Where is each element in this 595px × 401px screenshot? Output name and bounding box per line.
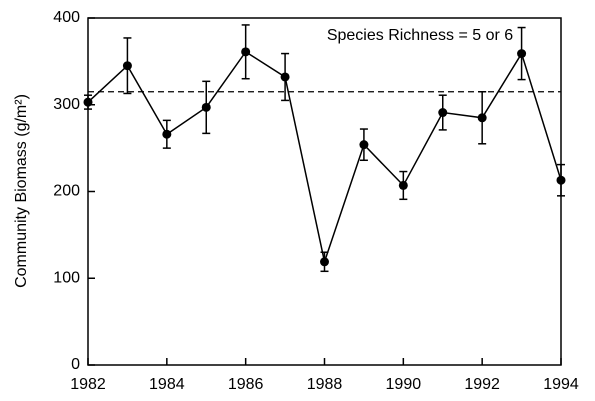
y-tick-label: 0 <box>71 356 80 373</box>
data-point <box>162 129 172 139</box>
x-tick-label: 1982 <box>70 376 106 393</box>
data-point <box>398 180 408 190</box>
x-tick-label: 1990 <box>386 376 422 393</box>
y-tick-label: 100 <box>53 269 80 286</box>
data-point <box>359 140 369 150</box>
data-point <box>477 113 487 123</box>
data-point <box>122 61 132 71</box>
x-tick-label: 1984 <box>149 376 185 393</box>
x-tick-label: 1992 <box>464 376 500 393</box>
x-tick-label: 1994 <box>543 376 579 393</box>
plot-frame <box>87 17 562 366</box>
x-tick-label: 1986 <box>228 376 264 393</box>
y-tick-label: 300 <box>53 96 80 113</box>
data-point <box>201 102 211 112</box>
data-point <box>438 108 448 118</box>
y-tick-label: 200 <box>53 183 80 200</box>
data-line <box>87 50 562 265</box>
data-point <box>320 257 329 267</box>
data-point <box>280 72 290 82</box>
data-point <box>556 175 566 185</box>
y-tick-label: 400 <box>53 9 80 26</box>
data-point <box>83 97 93 107</box>
y-axis-label: Community Biomass (g/m²) <box>13 94 30 288</box>
annotation: Species Richness = 5 or 6 <box>327 27 513 44</box>
data-point <box>241 47 251 57</box>
data-point <box>517 49 527 59</box>
x-tick-label: 1988 <box>307 376 343 393</box>
